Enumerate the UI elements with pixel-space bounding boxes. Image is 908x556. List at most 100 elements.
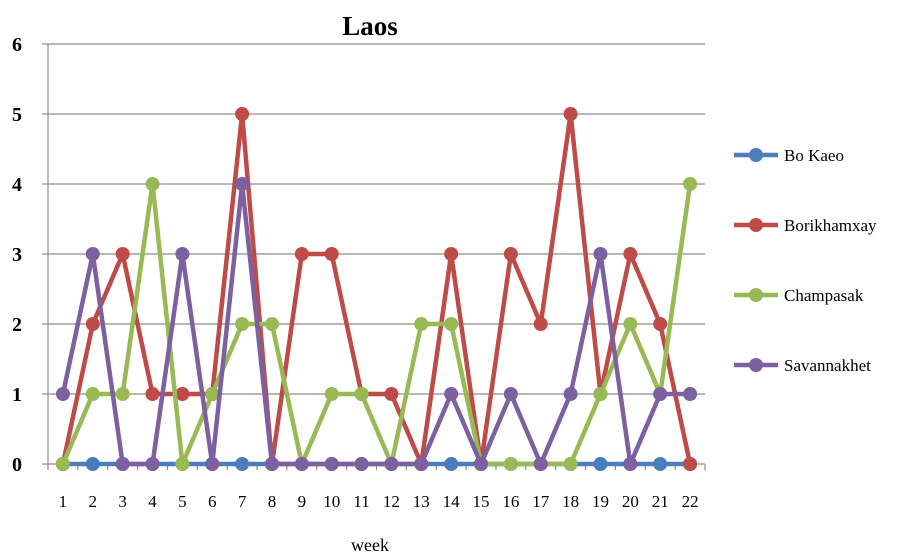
data-point <box>653 387 668 401</box>
data-point <box>384 387 399 401</box>
data-point <box>354 457 369 471</box>
x-axis-ticks: 1 2 3 4 5 6 7 8 9 10 11 12 13 14 15 16 17 18 19 20 21 22 <box>47 464 706 511</box>
data-point <box>563 107 578 121</box>
x-tick-label: 19 <box>592 492 609 511</box>
x-tick-label: 1 <box>59 492 68 511</box>
data-point <box>563 387 578 401</box>
data-point <box>503 247 518 261</box>
data-point <box>683 457 698 471</box>
series-group <box>55 107 698 471</box>
data-point <box>354 387 369 401</box>
data-point <box>444 457 459 471</box>
data-point <box>115 387 130 401</box>
y-axis-ticks: 0 1 2 3 4 5 6 <box>12 34 48 476</box>
data-point <box>85 387 100 401</box>
data-point <box>414 317 429 331</box>
x-tick-label: 20 <box>622 492 639 511</box>
data-point <box>205 387 220 401</box>
legend-item: Borikhamxay <box>734 216 877 235</box>
data-point <box>324 247 339 261</box>
legend-label: Borikhamxay <box>784 216 877 235</box>
legend-label: Champasak <box>784 286 864 305</box>
data-point <box>145 457 160 471</box>
data-point <box>623 317 638 331</box>
data-point <box>533 457 548 471</box>
data-point <box>264 457 279 471</box>
x-tick-label: 8 <box>268 492 277 511</box>
legend-item: Bo Kaeo <box>734 146 844 165</box>
x-tick-label: 12 <box>383 492 400 511</box>
legend-marker <box>749 358 763 372</box>
y-tick-label: 3 <box>12 244 22 266</box>
data-point <box>85 317 100 331</box>
data-point <box>55 457 70 471</box>
data-point <box>444 387 459 401</box>
data-point <box>414 457 429 471</box>
legend-item: Champasak <box>734 286 864 305</box>
data-point <box>503 387 518 401</box>
series-borikhamxay <box>55 107 698 471</box>
data-point <box>683 387 698 401</box>
data-point <box>235 457 250 471</box>
y-tick-label: 2 <box>12 314 22 336</box>
data-point <box>444 247 459 261</box>
legend-marker <box>749 288 763 302</box>
data-point <box>683 177 698 191</box>
data-point <box>235 107 250 121</box>
data-point <box>324 387 339 401</box>
data-point <box>175 247 190 261</box>
data-point <box>623 457 638 471</box>
data-point <box>593 387 608 401</box>
x-tick-label: 14 <box>443 492 461 511</box>
data-point <box>623 247 638 261</box>
data-point <box>324 457 339 471</box>
x-tick-label: 11 <box>353 492 369 511</box>
x-tick-label: 7 <box>238 492 247 511</box>
data-point <box>85 247 100 261</box>
data-point <box>175 457 190 471</box>
x-tick-label: 5 <box>178 492 187 511</box>
series-line <box>60 181 691 467</box>
x-axis-label: week <box>351 535 389 555</box>
y-tick-label: 4 <box>12 174 22 196</box>
chart-title: Laos <box>342 11 398 41</box>
x-tick-label: 15 <box>473 492 490 511</box>
y-tick-label: 1 <box>12 384 22 406</box>
data-point <box>205 457 220 471</box>
x-tick-label: 4 <box>148 492 157 511</box>
x-tick-label: 13 <box>413 492 430 511</box>
data-point <box>145 177 160 191</box>
data-point <box>55 387 70 401</box>
data-point <box>294 247 309 261</box>
legend-marker <box>749 218 763 232</box>
data-point <box>444 317 459 331</box>
data-point <box>653 317 668 331</box>
series-line <box>60 181 693 467</box>
legend: Bo Kaeo Borikhamxay Champasak Savannakhet <box>734 146 877 375</box>
legend-label: Savannakhet <box>784 356 871 375</box>
data-point <box>85 457 100 471</box>
data-point <box>563 457 578 471</box>
y-tick-label: 5 <box>12 104 22 126</box>
x-tick-label: 10 <box>323 492 340 511</box>
y-tick-label: 0 <box>12 454 22 476</box>
data-point <box>175 387 190 401</box>
data-point <box>593 457 608 471</box>
x-tick-label: 6 <box>208 492 217 511</box>
data-point <box>115 247 130 261</box>
data-point <box>235 317 250 331</box>
series-line <box>60 111 693 467</box>
series-savannakhet <box>55 177 698 471</box>
x-tick-label: 18 <box>562 492 579 511</box>
x-tick-label: 22 <box>682 492 699 511</box>
data-point <box>115 457 130 471</box>
data-point <box>294 457 309 471</box>
x-tick-label: 17 <box>532 492 550 511</box>
data-point <box>593 247 608 261</box>
data-point <box>235 177 250 191</box>
y-tick-label: 6 <box>12 34 22 56</box>
x-tick-label: 3 <box>118 492 127 511</box>
legend-marker <box>749 148 763 162</box>
data-point <box>503 457 518 471</box>
